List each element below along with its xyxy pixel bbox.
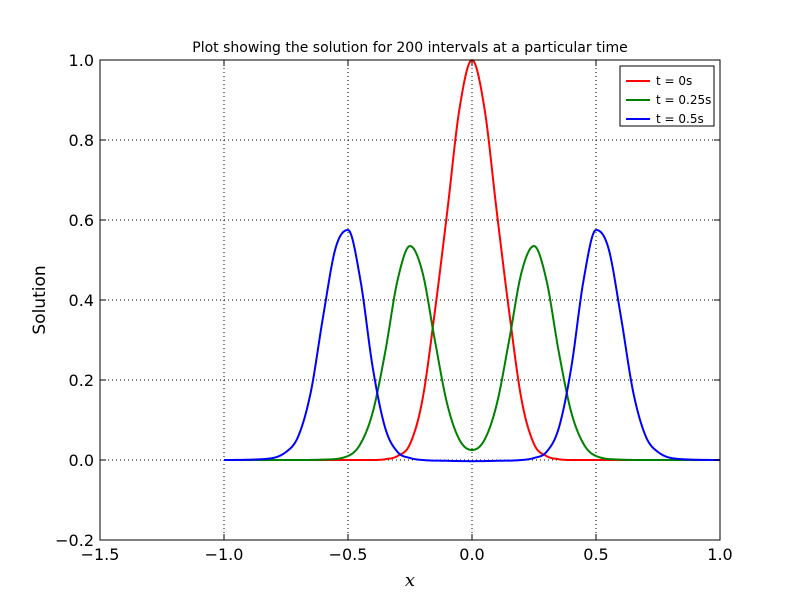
legend-label-3: t = 0.5s (656, 112, 704, 126)
y-tick-label: 0.0 (69, 451, 94, 470)
y-tick-label: 1.0 (69, 51, 94, 70)
series-line-2 (224, 245, 720, 461)
x-tick-label: 0.5 (583, 545, 608, 564)
y-tick-label: 0.8 (69, 131, 94, 150)
x-tick-label: −0.5 (329, 545, 368, 564)
legend: t = 0s t = 0.25s t = 0.5s (619, 65, 715, 127)
series-line-3 (223, 229, 721, 463)
legend-label-1: t = 0s (656, 74, 692, 88)
x-tick-label: 0.0 (459, 545, 484, 564)
x-tick-label: −1.5 (81, 545, 120, 564)
x-tick-label: 1.0 (707, 545, 732, 564)
y-tick-label: 0.2 (69, 371, 94, 390)
x-tick-label: −1.0 (205, 545, 244, 564)
tick-layer: −1.5 −1.0 −0.5 0.0 0.5 1.0 −0.2 0.0 0.2 0.4 0.6 0.8… (55, 51, 733, 564)
y-tick-label: 0.4 (69, 291, 94, 310)
y-tick-label: −0.2 (55, 531, 94, 550)
y-tick-label: 0.6 (69, 211, 94, 230)
chart-title: Plot showing the solution for 200 interv… (192, 40, 627, 56)
x-axis-label: x (405, 570, 415, 591)
legend-box (619, 65, 715, 127)
legend-label-2: t = 0.25s (656, 93, 711, 107)
y-axis-label: Solution (30, 265, 50, 334)
